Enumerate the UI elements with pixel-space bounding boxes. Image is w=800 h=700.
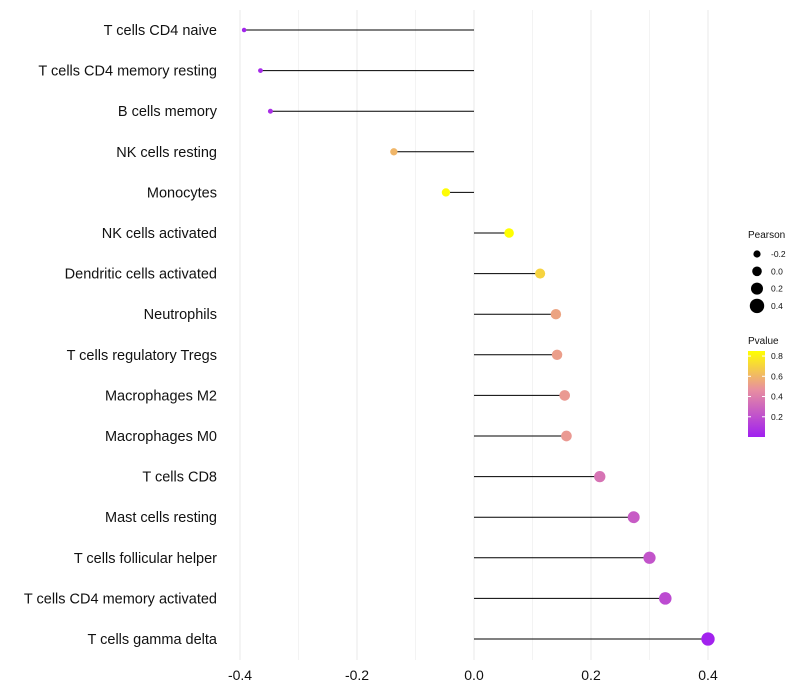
lollipop-point bbox=[561, 430, 572, 442]
lollipop-stems bbox=[244, 29, 708, 640]
category-label: T cells CD4 naive bbox=[104, 23, 217, 39]
category-label: Mast cells resting bbox=[105, 510, 217, 526]
x-tick-label: -0.4 bbox=[228, 667, 252, 683]
lollipop-point bbox=[267, 108, 273, 114]
category-label: NK cells activated bbox=[102, 226, 217, 242]
lollipop-point bbox=[241, 27, 247, 33]
category-label: T cells CD8 bbox=[142, 470, 217, 486]
lollipop-points bbox=[241, 27, 715, 646]
legend-size-key bbox=[752, 266, 762, 277]
category-label: T cells gamma delta bbox=[88, 632, 218, 648]
legend-color-label: 0.8 bbox=[771, 351, 783, 361]
legend-color-label: 0.2 bbox=[771, 412, 783, 422]
category-label: B cells memory bbox=[118, 104, 218, 120]
category-label: T cells CD4 memory activated bbox=[24, 591, 217, 607]
legend-size-label: 0.2 bbox=[771, 284, 783, 294]
lollipop-point bbox=[551, 349, 563, 361]
category-label: T cells follicular helper bbox=[74, 551, 217, 567]
lollipop-point bbox=[594, 470, 606, 483]
lollipop-point bbox=[659, 592, 672, 605]
category-label: Monocytes bbox=[147, 185, 217, 201]
lollipop-point bbox=[643, 551, 656, 564]
lollipop-point bbox=[535, 268, 546, 279]
lollipop-point bbox=[441, 188, 451, 197]
x-tick-label: 0.2 bbox=[581, 667, 601, 683]
legend-size-label: 0.0 bbox=[771, 266, 783, 276]
category-label: Neutrophils bbox=[144, 307, 217, 323]
legend-color-label: 0.4 bbox=[771, 392, 783, 402]
category-label: Dendritic cells activated bbox=[65, 267, 217, 283]
lollipop-point bbox=[258, 68, 263, 73]
category-labels: T cells CD4 naive T cells CD4 memory rest… bbox=[24, 23, 218, 648]
legend-size-key bbox=[753, 250, 761, 258]
category-label: Macrophages M2 bbox=[105, 388, 217, 404]
legend-color-title: Pvalue bbox=[748, 336, 779, 347]
category-label: Macrophages M0 bbox=[105, 429, 217, 445]
x-tick-label: 0.4 bbox=[698, 667, 718, 683]
lollipop-point bbox=[390, 148, 398, 156]
legend: Pearson Pvalue -0.2 0.0 0.2 0.4 0.2 0.4 0.6 0.8 bbox=[748, 230, 786, 437]
legend-size-key bbox=[749, 298, 765, 314]
x-tick-label: 0.0 bbox=[464, 667, 484, 683]
lollipop-point bbox=[627, 511, 640, 524]
legend-size-title: Pearson bbox=[748, 230, 785, 241]
x-axis-ticks: -0.4 -0.2 0.0 0.2 0.4 bbox=[228, 667, 718, 683]
category-label: NK cells resting bbox=[116, 145, 217, 161]
lollipop-point bbox=[701, 632, 715, 646]
lollipop-point bbox=[504, 228, 514, 238]
lollipop-point bbox=[550, 308, 562, 320]
category-label: T cells regulatory Tregs bbox=[67, 348, 217, 364]
x-tick-label: -0.2 bbox=[345, 667, 369, 683]
legend-colorbar bbox=[748, 351, 765, 437]
category-label: T cells CD4 memory resting bbox=[38, 64, 217, 80]
grid-lines bbox=[239, 10, 709, 660]
legend-size-label: 0.4 bbox=[771, 301, 783, 311]
legend-color-label: 0.6 bbox=[771, 371, 783, 381]
legend-size-key bbox=[751, 282, 763, 295]
legend-size-label: -0.2 bbox=[771, 249, 786, 259]
lollipop-point bbox=[559, 390, 570, 401]
